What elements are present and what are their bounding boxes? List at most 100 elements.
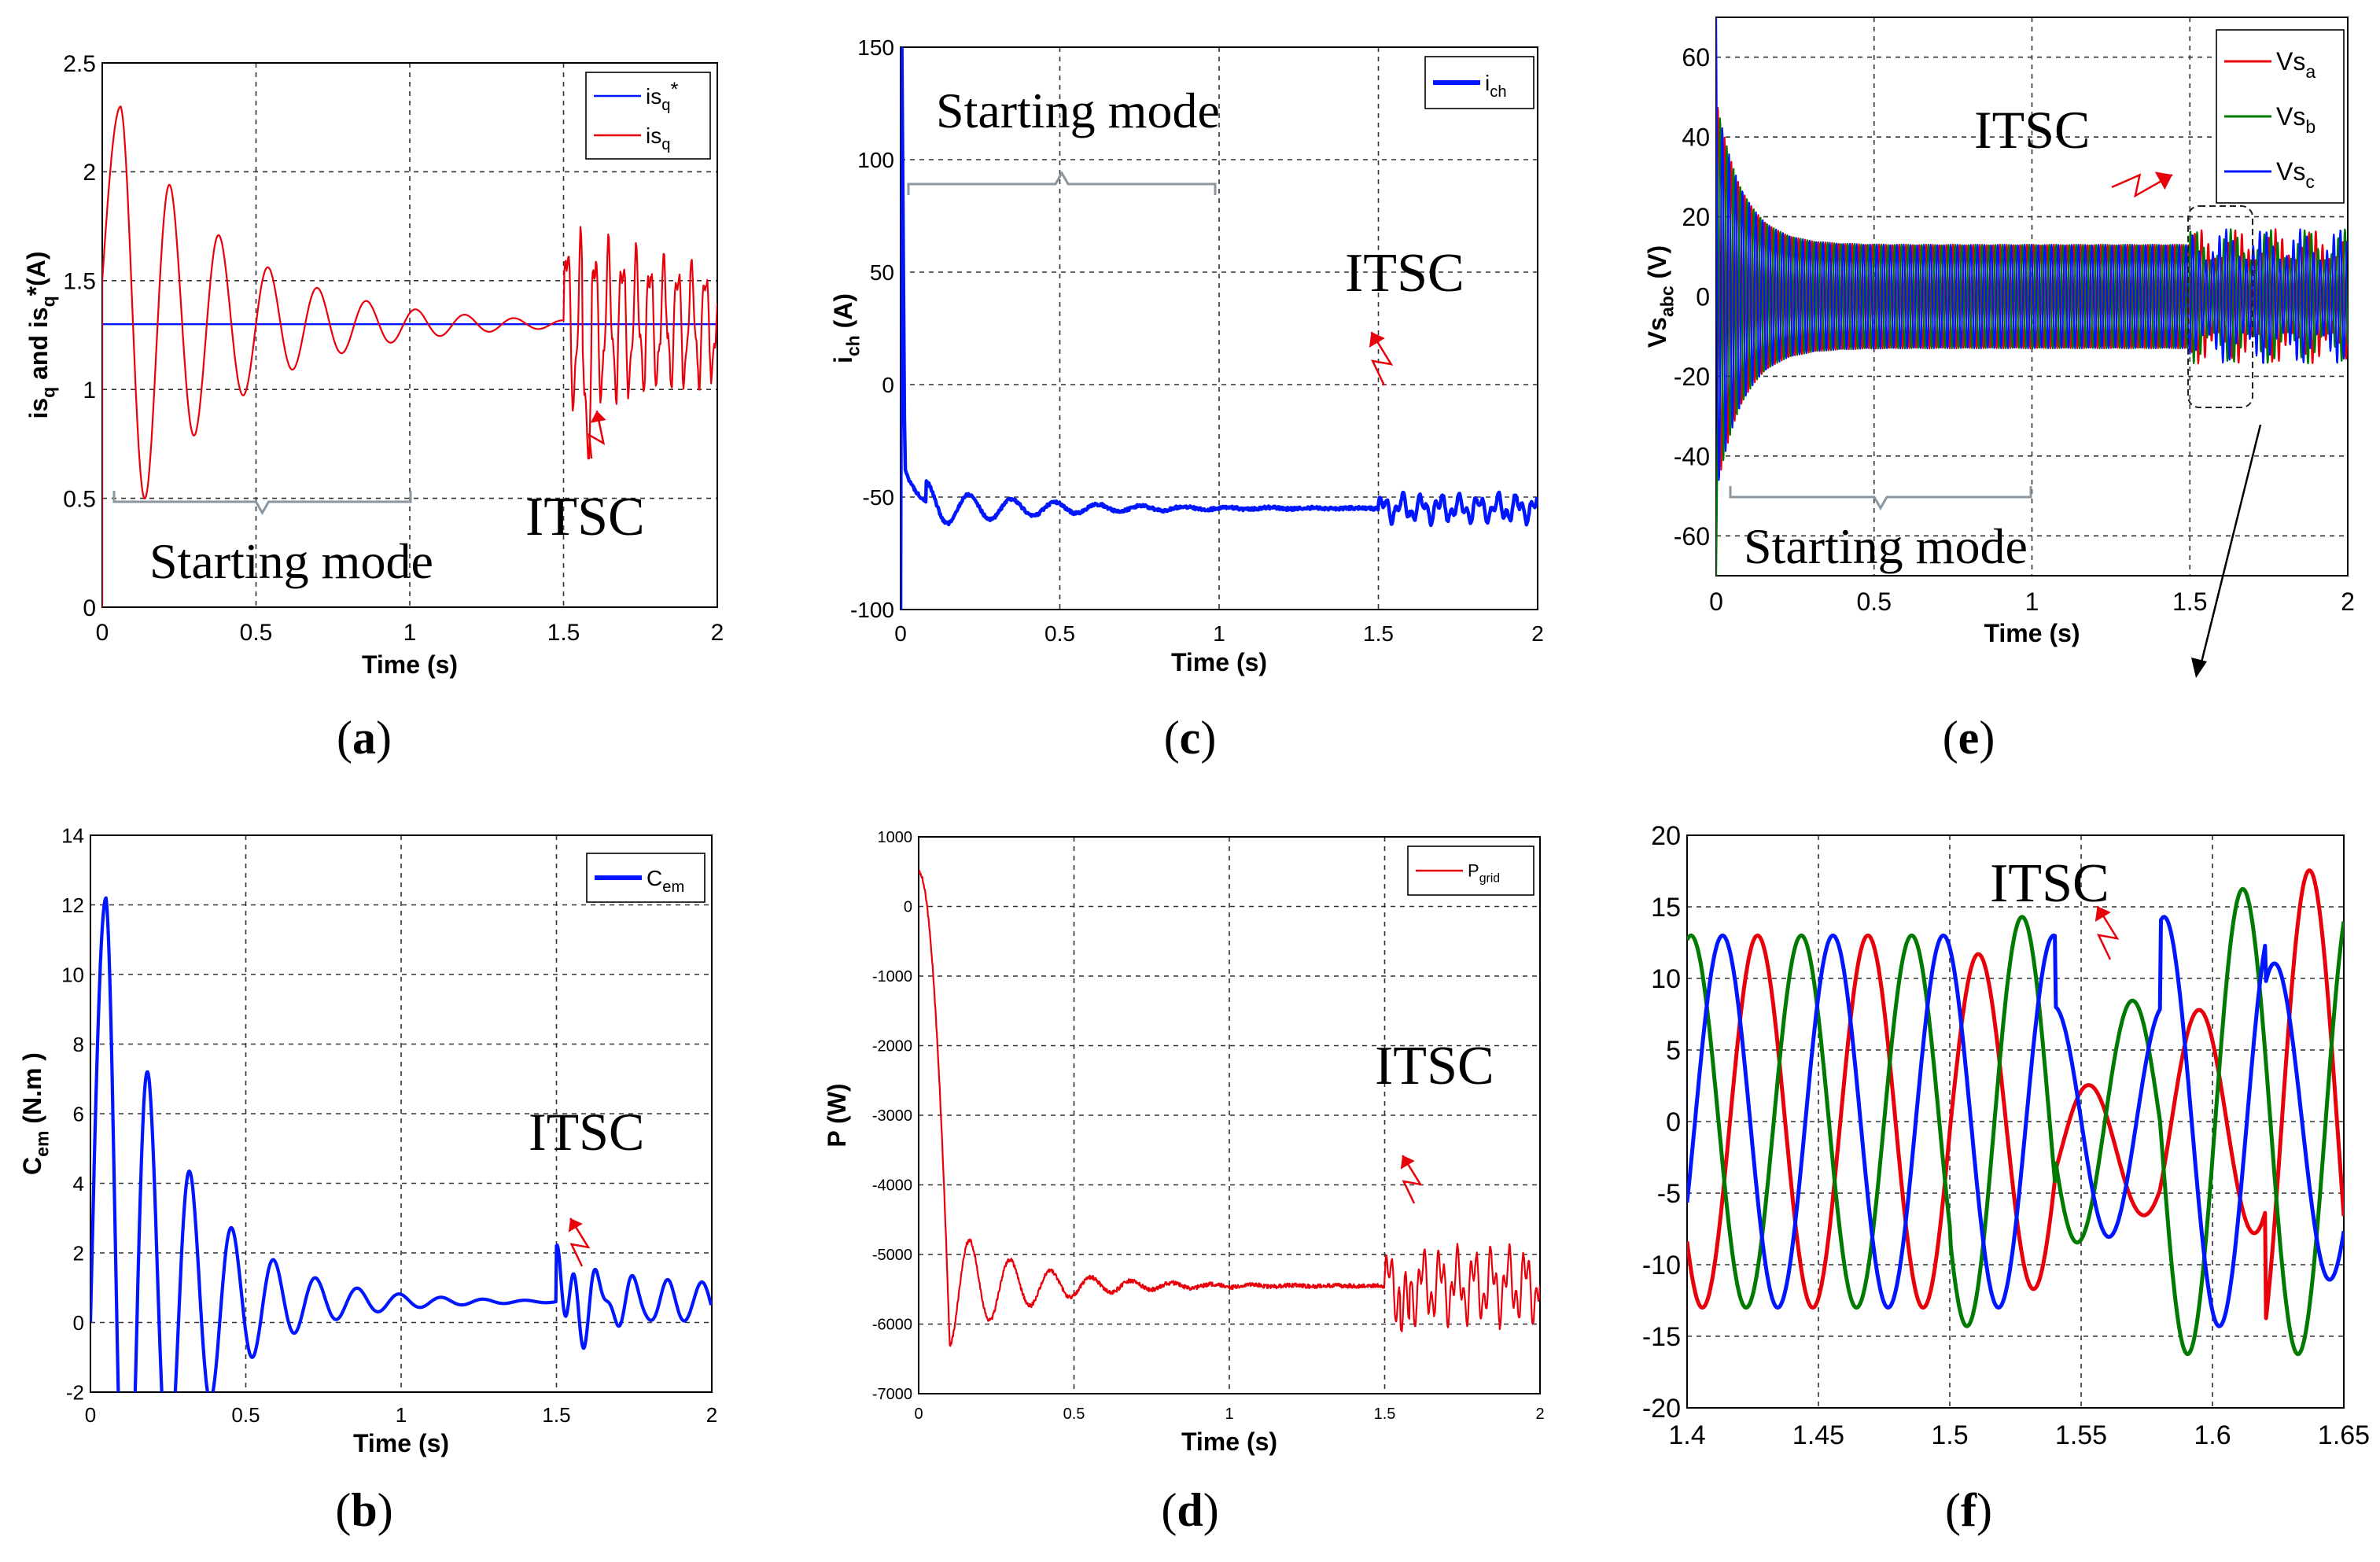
legend-label-Vsc: Vsc bbox=[2276, 157, 2315, 192]
legend-label-isq: isq bbox=[646, 123, 670, 153]
y-axis-label: Vsabc (V) bbox=[1643, 245, 1678, 348]
x-tick-label: 1 bbox=[396, 1403, 407, 1427]
y-axis-label: isq and isq*(A) bbox=[22, 251, 59, 418]
itsc-arrow bbox=[1400, 1155, 1423, 1204]
y-tick-label: 40 bbox=[1682, 123, 1710, 152]
annotation-starting-mode: Starting mode bbox=[1744, 518, 2028, 574]
y-tick-label: -7000 bbox=[872, 1386, 912, 1403]
x-tick-label: 0.5 bbox=[240, 620, 273, 646]
x-tick-label: 1.6 bbox=[2194, 1420, 2231, 1450]
y-tick-label: -60 bbox=[1674, 522, 1710, 551]
plot-frame bbox=[90, 834, 713, 1393]
panel-letter-d: (d) bbox=[1161, 1484, 1218, 1536]
legend-box bbox=[586, 853, 706, 903]
y-tick-label: 0.5 bbox=[63, 486, 96, 512]
series-isq bbox=[102, 105, 717, 607]
legend-label-Pgrid: Pgrid bbox=[1468, 861, 1500, 886]
annotation-itsc: ITSC bbox=[525, 487, 645, 547]
y-tick-label: -2 bbox=[66, 1380, 84, 1404]
itsc-arrow-head bbox=[1400, 1155, 1415, 1170]
itsc-arrow-head bbox=[590, 411, 606, 423]
series-Vsa bbox=[1687, 868, 2344, 1321]
bracket-starting-mode bbox=[907, 170, 1217, 195]
x-tick-label: 1.5 bbox=[1374, 1405, 1396, 1423]
y-tick-label: 10 bbox=[1651, 964, 1681, 994]
itsc-arrow-line bbox=[569, 1218, 591, 1267]
x-tick-label: 1 bbox=[1213, 621, 1225, 646]
x-tick-label: 1.5 bbox=[542, 1403, 570, 1427]
chart-f: 1.4 1.45 1.5 1.55 1.6 1.65 -20 -15 -10 -5 0 5 10 15 20… bbox=[1642, 821, 2370, 1450]
x-tick-label: 0.5 bbox=[231, 1403, 260, 1427]
annotation-starting-mode: Starting mode bbox=[936, 83, 1220, 138]
x-tick-label: 1.55 bbox=[2055, 1420, 2107, 1450]
itsc-arrow bbox=[588, 411, 606, 459]
bracket-starting-mode bbox=[1729, 486, 2032, 511]
panel-letter-a: (a) bbox=[337, 712, 392, 764]
plot-frame bbox=[1715, 17, 2349, 577]
x-tick-label: 0 bbox=[85, 1403, 96, 1427]
y-tick-label: 2 bbox=[83, 160, 96, 186]
series-Vsc bbox=[1716, 17, 2348, 481]
x-tick-label: 1.5 bbox=[2172, 588, 2207, 616]
x-tick-label: 1.45 bbox=[1792, 1420, 1844, 1450]
y-tick-label: 12 bbox=[61, 893, 84, 917]
y-tick-label: 1.5 bbox=[63, 269, 96, 295]
y-tick-label: 2.5 bbox=[63, 51, 96, 77]
chart-c: 0 0.5 1 1.5 2 -100 -50 0 50 100 150 ich Time (s) ich … bbox=[829, 35, 1544, 676]
x-axis-label: Time (s) bbox=[1171, 648, 1267, 676]
annotation-itsc: ITSC bbox=[1345, 243, 1464, 304]
zoom-box bbox=[2187, 205, 2253, 408]
y-tick-label: -5000 bbox=[872, 1247, 912, 1264]
y-tick-label: 14 bbox=[61, 823, 84, 847]
legend-label-Vsb: Vsb bbox=[2276, 102, 2316, 137]
itsc-arrow bbox=[2094, 905, 2120, 960]
x-tick-label: 0.5 bbox=[1063, 1405, 1085, 1423]
itsc-arrow-line bbox=[2111, 173, 2173, 198]
y-tick-label: 8 bbox=[73, 1033, 84, 1056]
itsc-arrow-head bbox=[2154, 171, 2172, 190]
itsc-arrow-head bbox=[568, 1218, 583, 1232]
zoom-arrow-line bbox=[2199, 424, 2262, 666]
x-tick-label: 0.5 bbox=[1857, 588, 1892, 616]
x-tick-label: 1.5 bbox=[547, 620, 580, 646]
x-tick-label: 1.4 bbox=[1668, 1420, 1705, 1450]
y-tick-label: 0 bbox=[73, 1311, 84, 1335]
y-tick-label: 6 bbox=[73, 1102, 84, 1125]
annotation-starting-mode: Starting mode bbox=[149, 533, 433, 589]
x-axis-label: Time (s) bbox=[1984, 619, 2080, 647]
y-axis-label: P (W) bbox=[823, 1083, 851, 1147]
x-tick-label: 0.5 bbox=[1044, 621, 1075, 646]
plot-frame bbox=[1686, 834, 2345, 1409]
x-tick-label: 2 bbox=[2341, 588, 2355, 616]
series-cem bbox=[90, 896, 712, 1392]
panel-letter-c: (c) bbox=[1164, 712, 1217, 764]
x-axis-label: Time (s) bbox=[362, 650, 458, 679]
itsc-arrow bbox=[1369, 331, 1394, 386]
y-tick-label: -2000 bbox=[872, 1038, 912, 1055]
x-axis-label: Time (s) bbox=[353, 1429, 449, 1457]
chart-d: 0 0.5 1 1.5 2 -7000 -6000 -5000 -4000 -3000 -2000 -… bbox=[823, 829, 1545, 1456]
x-tick-label: 2 bbox=[711, 620, 724, 646]
panel-letter-f: (f) bbox=[1945, 1484, 1992, 1536]
legend-label-Vsa: Vsa bbox=[2276, 47, 2316, 82]
itsc-arrow-head bbox=[2094, 906, 2111, 922]
y-tick-label: 0 bbox=[904, 899, 912, 916]
annotation-itsc: ITSC bbox=[529, 1102, 644, 1162]
x-tick-label: 1 bbox=[1225, 1405, 1233, 1423]
series-pgrid bbox=[919, 869, 1540, 1347]
y-tick-label: -1000 bbox=[872, 968, 912, 985]
y-tick-label: -3000 bbox=[872, 1107, 912, 1125]
x-tick-label: 0 bbox=[96, 620, 109, 646]
y-tick-label: 60 bbox=[1682, 43, 1710, 72]
legend-label-isq*: isq* bbox=[646, 79, 678, 114]
y-tick-label: -50 bbox=[863, 485, 894, 510]
y-tick-label: -100 bbox=[850, 598, 894, 622]
itsc-arrow-line bbox=[588, 411, 606, 459]
itsc-arrow-line bbox=[1402, 1155, 1423, 1204]
y-tick-label: -10 bbox=[1642, 1251, 1681, 1280]
panel-letter-e: (e) bbox=[1943, 712, 1995, 764]
plot-frame bbox=[918, 836, 1541, 1394]
x-tick-label: 0 bbox=[914, 1405, 923, 1423]
